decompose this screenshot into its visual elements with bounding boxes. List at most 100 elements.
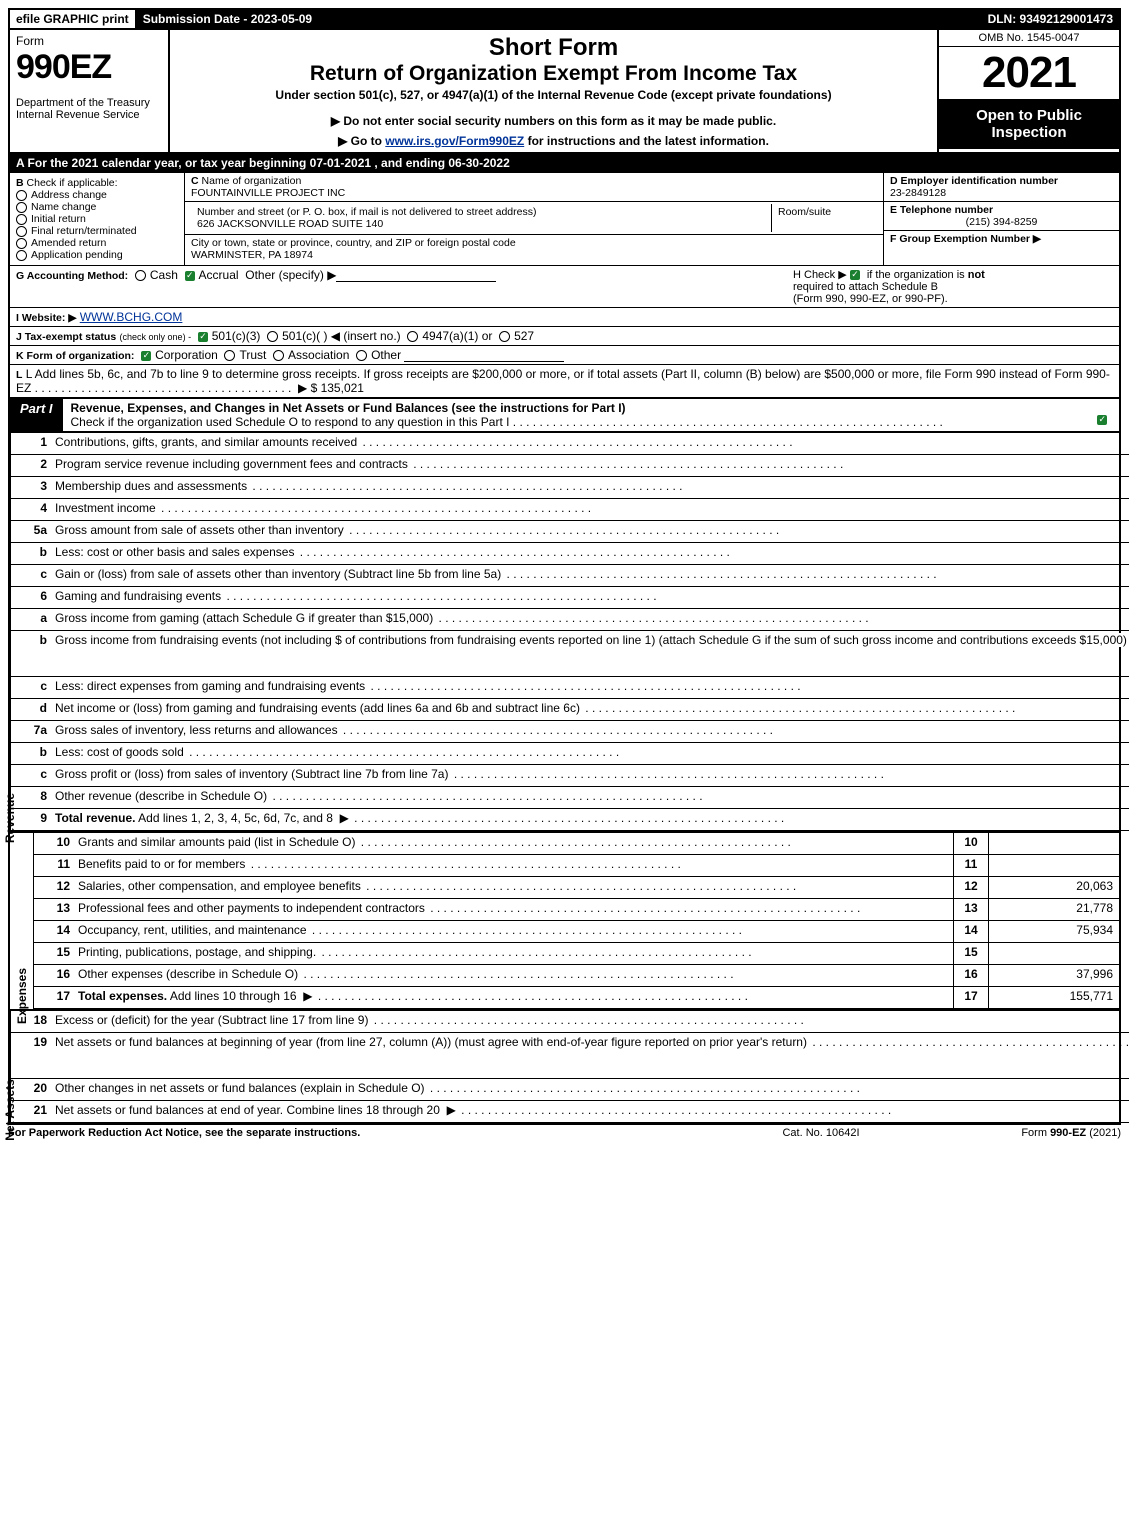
footer-catno: Cat. No. 10642I xyxy=(721,1127,921,1139)
k-assoc-radio[interactable] xyxy=(273,350,284,361)
omb-number: OMB No. 1545-0047 xyxy=(939,30,1119,47)
website-link[interactable]: WWW.BCHG.COM xyxy=(80,310,183,324)
j-527: 527 xyxy=(514,329,534,343)
k-assoc: Association xyxy=(288,348,349,362)
line-desc: Benefits paid to or for members xyxy=(74,855,953,876)
form-word: Form xyxy=(16,34,162,48)
line-number: 18 xyxy=(11,1011,51,1032)
k-label: K Form of organization: xyxy=(16,350,134,362)
line-desc: Other changes in net assets or fund bala… xyxy=(51,1079,1129,1100)
other-specify: Other (specify) ▶ xyxy=(245,268,336,282)
line-row: 6Gaming and fundraising events xyxy=(11,587,1129,609)
org-city: WARMINSTER, PA 18974 xyxy=(191,249,313,261)
h-checkbox[interactable] xyxy=(850,270,860,280)
line-row: dNet income or (loss) from gaming and fu… xyxy=(11,699,1129,721)
line-row: 3Membership dues and assessments3 xyxy=(11,477,1129,499)
j-label: J Tax-exempt status xyxy=(16,331,116,343)
irs-link[interactable]: www.irs.gov/Form990EZ xyxy=(385,134,524,148)
right-line-number: 10 xyxy=(953,833,989,854)
right-line-value: 21,778 xyxy=(989,899,1119,920)
form-container: efile GRAPHIC print Submission Date - 20… xyxy=(8,8,1121,1125)
part1-schedo-check[interactable] xyxy=(1097,415,1107,425)
right-line-number: 17 xyxy=(953,987,989,1008)
line-row: aGross income from gaming (attach Schedu… xyxy=(11,609,1129,631)
line-desc: Total revenue. Add lines 1, 2, 3, 4, 5c,… xyxy=(51,809,1129,830)
line-row: 5aGross amount from sale of assets other… xyxy=(11,521,1129,543)
b-option-radio[interactable] xyxy=(16,226,27,237)
b-option-radio[interactable] xyxy=(16,214,27,225)
col-b: B Check if applicable: Address changeNam… xyxy=(10,173,185,265)
j-4947-radio[interactable] xyxy=(407,331,418,342)
b-option-label: Final return/terminated xyxy=(31,225,137,237)
line-row: 2Program service revenue including gover… xyxy=(11,455,1129,477)
right-line-value xyxy=(989,943,1119,964)
line-row: cLess: direct expenses from gaming and f… xyxy=(11,677,1129,699)
right-line-number: 15 xyxy=(953,943,989,964)
j-527-radio[interactable] xyxy=(499,331,510,342)
line-desc: Gross amount from sale of assets other t… xyxy=(51,521,1129,542)
j-501c3-check[interactable] xyxy=(198,332,208,342)
line-number: 8 xyxy=(11,787,51,808)
line-row: 7aGross sales of inventory, less returns… xyxy=(11,721,1129,743)
line-number: 21 xyxy=(11,1101,51,1122)
line-desc: Excess or (deficit) for the year (Subtra… xyxy=(51,1011,1129,1032)
right-line-number: 11 xyxy=(953,855,989,876)
submission-date: Submission Date - 2023-05-09 xyxy=(137,10,320,28)
efile-label: efile GRAPHIC print xyxy=(10,10,137,28)
line-row: 1Contributions, gifts, grants, and simil… xyxy=(11,433,1129,455)
line-desc: Professional fees and other payments to … xyxy=(74,899,953,920)
line-number: c xyxy=(11,677,51,698)
d-label: D Employer identification number xyxy=(890,175,1058,187)
b-letter: B xyxy=(16,177,24,189)
line-row: cGross profit or (loss) from sales of in… xyxy=(11,765,1129,787)
other-blank[interactable] xyxy=(336,268,496,282)
k-trust-radio[interactable] xyxy=(224,350,235,361)
line-row: cGain or (loss) from sale of assets othe… xyxy=(11,565,1129,587)
b-option-label: Application pending xyxy=(31,249,123,261)
part1-header: Part I Revenue, Expenses, and Changes in… xyxy=(10,397,1119,431)
b-option-radio[interactable] xyxy=(16,202,27,213)
line-desc: Gain or (loss) from sale of assets other… xyxy=(51,565,1129,586)
line-number: 19 xyxy=(11,1033,51,1078)
part1-schedo-text: Check if the organization used Schedule … xyxy=(71,415,1091,429)
h-not: not xyxy=(968,269,985,281)
line-row: 18Excess or (deficit) for the year (Subt… xyxy=(11,1011,1129,1033)
part1-title: Revenue, Expenses, and Changes in Net As… xyxy=(71,401,626,415)
subtitle-goto: ▶ Go to www.irs.gov/Form990EZ for instru… xyxy=(174,134,933,148)
cash-radio[interactable] xyxy=(135,270,146,281)
b-option-label: Name change xyxy=(31,201,96,213)
i-label: I Website: ▶ xyxy=(16,312,76,324)
side-netassets: Net Assets xyxy=(3,1079,17,1141)
line-row: 10Grants and similar amounts paid (list … xyxy=(34,833,1119,855)
right-line-number: 16 xyxy=(953,965,989,986)
subtitle-code: Under section 501(c), 527, or 4947(a)(1)… xyxy=(174,88,933,102)
b-option-radio[interactable] xyxy=(16,250,27,261)
line-number: 16 xyxy=(34,965,74,986)
k-other-blank[interactable] xyxy=(404,348,564,362)
dept-label: Department of the Treasury Internal Reve… xyxy=(16,97,162,121)
row-a-period: A For the 2021 calendar year, or tax yea… xyxy=(10,152,1119,172)
accrual-label: Accrual xyxy=(199,268,239,282)
page-footer: For Paperwork Reduction Act Notice, see … xyxy=(8,1125,1121,1139)
g-label: G Accounting Method: xyxy=(16,270,128,282)
title-short-form: Short Form xyxy=(174,34,933,62)
b-option-radio[interactable] xyxy=(16,190,27,201)
j-501c-radio[interactable] xyxy=(267,331,278,342)
accrual-check[interactable] xyxy=(185,271,195,281)
j-501c: 501(c)( ) ◀ (insert no.) xyxy=(282,329,401,343)
line-desc: Gross profit or (loss) from sales of inv… xyxy=(51,765,1129,786)
line-desc: Salaries, other compensation, and employ… xyxy=(74,877,953,898)
org-name: FOUNTAINVILLE PROJECT INC xyxy=(191,187,345,199)
line-number: 17 xyxy=(34,987,74,1008)
line-number: d xyxy=(11,699,51,720)
line-desc: Grants and similar amounts paid (list in… xyxy=(74,833,953,854)
ein: 23-2849128 xyxy=(890,187,946,199)
expenses-section: Expenses 10Grants and similar amounts pa… xyxy=(10,831,1119,1009)
k-other-radio[interactable] xyxy=(356,350,367,361)
b-option-radio[interactable] xyxy=(16,238,27,249)
line-desc: Contributions, gifts, grants, and simila… xyxy=(51,433,1129,454)
k-corp-check[interactable] xyxy=(141,351,151,361)
footer-right: Form 990-EZ (2021) xyxy=(921,1127,1121,1139)
k-trust: Trust xyxy=(239,348,266,362)
tax-year: 2021 xyxy=(939,47,1119,99)
